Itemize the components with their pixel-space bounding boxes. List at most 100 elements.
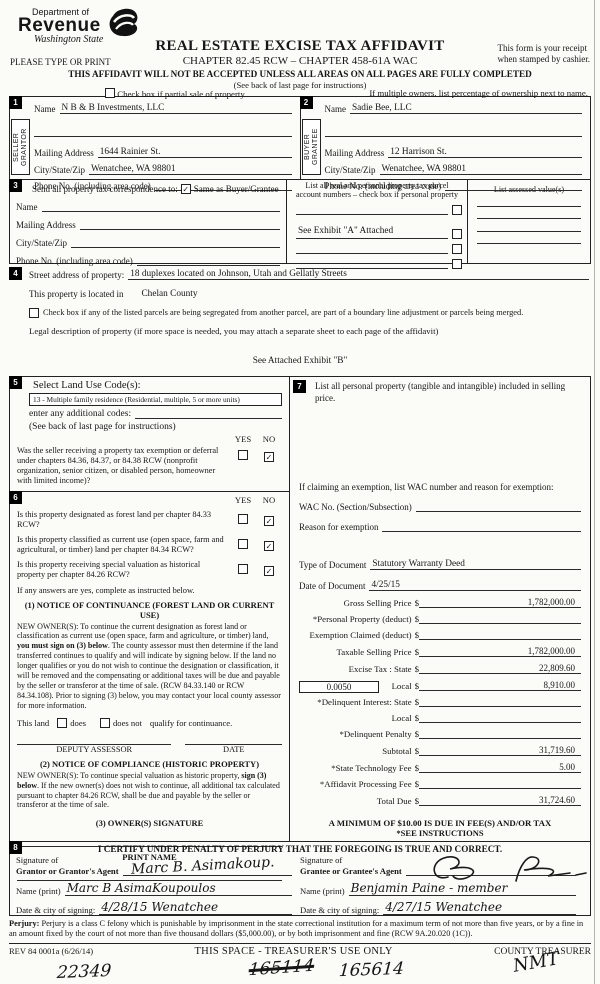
seller-csz-field[interactable]: Wenatchee, WA 98801 [89,163,292,175]
grantor-date-city-field[interactable]: 4/28/15 Wenatchee [99,900,292,915]
parcel-field-4[interactable] [296,259,448,269]
seller-name2-field[interactable] [34,127,292,137]
buyer-csz-field[interactable]: Wenatchee, WA 98801 [379,163,582,175]
s5-q1-yes-checkbox[interactable] [238,450,248,460]
notice-continuance-heading: (1) NOTICE OF CONTINUANCE (FOREST LAND O… [24,599,275,620]
seller-mailing-field[interactable]: 1644 Rainier St. [97,146,292,158]
subtotal-field[interactable]: 31,719.60 [419,745,581,757]
parcel-field-1[interactable] [296,205,448,215]
parcel-personal-checkbox-3[interactable] [452,243,462,254]
delinquent-interest-state-field[interactable] [419,706,581,708]
corr-csz-field[interactable] [71,238,280,248]
certification-section: 8 I CERTIFY UNDER PENALTY OF PERJURY THA… [9,841,591,916]
assessed-field-3[interactable] [477,230,581,232]
see-back-note: (See back of last page for instructions) [233,80,367,90]
left-column: 5 Select Land Use Code(s): 13 - Multiple… [9,376,290,882]
owner-signature-field[interactable] [17,846,282,848]
does-not-checkbox[interactable] [100,717,110,728]
parcel-field-2[interactable]: See Exhibit "A" Attached [296,220,448,239]
partial-sale-label: Check box if partial sale of property [117,89,245,99]
personal-property-blank-area[interactable] [299,404,581,482]
assessor-date-label: DATE [223,744,245,754]
local-rate-box[interactable]: 0.0050 [299,681,379,694]
q3-yes-checkbox[interactable] [238,563,248,574]
logo-state-text: Washington State [34,34,104,45]
personal-property-deduct-field[interactable] [419,623,581,625]
grantor-name-print-field[interactable]: Marc B AsimaKoupoulos [64,881,292,896]
affidavit-fee-field[interactable] [419,788,581,790]
delinquent-interest-state-label: *Delinquent Interest: State [317,697,412,708]
same-as-buyer-checkbox[interactable]: ✓ [180,184,191,194]
corr-csz-label: City/State/Zip [16,238,67,248]
buyer-name-label: Name [324,104,347,114]
grantee-name-print-field[interactable]: Benjamin Paine - member [348,881,576,896]
excise-local-field[interactable]: 8,910.00 [419,680,581,692]
seller-name-label: Name [34,104,56,114]
delinquent-interest-local-field[interactable] [419,722,581,724]
buyer-mailing-field[interactable]: 12 Harrison St. [388,146,582,158]
parcel-personal-checkbox-1[interactable] [452,204,462,215]
s6-no-header: NO [262,494,276,505]
buyer-grantee-side-label: BUYER GRANTEE [301,119,321,175]
q2-yes-checkbox[interactable] [238,538,248,549]
parcel-field-3[interactable] [296,244,448,254]
assessed-field-2[interactable] [477,218,581,220]
reason-exemption-field[interactable] [382,522,581,533]
total-due-label: Total Due [376,796,412,807]
date-of-document-field[interactable]: 4/25/15 [369,579,581,592]
buyer-phone-field[interactable] [445,181,582,191]
section-2-badge: 2 [299,96,313,109]
s5-no-header: NO [262,434,276,444]
state-tech-fee-field[interactable]: 5.00 [419,762,581,774]
excise-state-label: Excise Tax : State [348,664,412,675]
parties-section: 1 SELLER GRANTOR Name N B & B Investment… [9,96,591,191]
segregated-checkbox[interactable] [29,308,39,318]
wac-field[interactable] [415,502,581,513]
notice-compliance-heading: (2) NOTICE OF COMPLIANCE (HISTORIC PROPE… [39,758,260,769]
please-type-note: PLEASE TYPE OR PRINT [10,57,111,67]
q1-no-checkbox[interactable]: ✓ [264,515,274,526]
owner-print-name-field[interactable] [17,880,282,882]
parcel-personal-checkbox-4[interactable] [452,258,462,269]
subtotal-label: Subtotal [382,746,412,757]
deputy-assessor-sign-field[interactable] [17,743,172,745]
taxable-price-field[interactable]: 1,782,000.00 [419,646,581,658]
does-checkbox[interactable] [57,717,68,728]
buyer-name-field[interactable]: Sadie Bee, LLC [350,102,582,114]
grantee-signature-script [433,856,587,882]
middle-columns: 5 Select Land Use Code(s): 13 - Multiple… [9,376,591,882]
grantee-name-print-label: Name (print) [300,886,345,896]
grantee-signature-field[interactable] [405,866,576,876]
land-use-code-select[interactable]: 13 - Multiple family residence (Resident… [29,393,282,406]
grantee-date-city-field[interactable]: 4/27/15 Wenatchee [383,900,576,915]
street-address-field[interactable]: 18 duplexes located on Johnson, Utah and… [128,268,589,280]
rev-form-number: REV 84 0001a (6/26/14) [9,945,94,956]
parcel-personal-checkbox-2[interactable] [452,228,462,239]
q2-no-checkbox[interactable]: ✓ [264,540,274,551]
excise-state-field[interactable]: 22,809.60 [419,663,581,675]
q1-yes-checkbox[interactable] [238,513,248,524]
assessed-field-4[interactable] [477,243,581,245]
q3-no-checkbox[interactable]: ✓ [264,565,274,576]
corr-name-field[interactable] [41,202,280,212]
seller-phone-field[interactable] [154,181,292,191]
assessed-field-1[interactable] [477,205,581,207]
corr-mail-field[interactable] [79,220,280,230]
tax-correspondence-section: 3 Send all property tax correspondence t… [9,179,591,269]
s5-q1-no-checkbox[interactable]: ✓ [264,452,274,462]
gross-price-field[interactable]: 1,782,000.00 [419,597,581,609]
state-tech-fee-label: *State Technology Fee [331,763,412,774]
assessor-date-field[interactable] [185,743,282,745]
qualify-label: qualify for continuance. [149,717,233,728]
delinquent-penalty-field[interactable] [419,738,581,740]
buyer-name2-field[interactable] [324,127,582,137]
property-location-section: 4 Street address of property: 18 duplexe… [9,264,591,376]
corr-phone-field[interactable] [136,256,280,266]
grantor-signature-field[interactable] [122,866,292,876]
additional-codes-field[interactable] [135,409,282,419]
total-due-field[interactable]: 31,724.60 [419,795,581,807]
type-of-document-field[interactable]: Statutory Warranty Deed [370,558,581,571]
seller-name-field[interactable]: N B & B Investments, LLC [59,102,292,114]
exemption-note: If claiming an exemption, list WAC numbe… [299,482,554,493]
exemption-claimed-field[interactable] [419,639,581,641]
